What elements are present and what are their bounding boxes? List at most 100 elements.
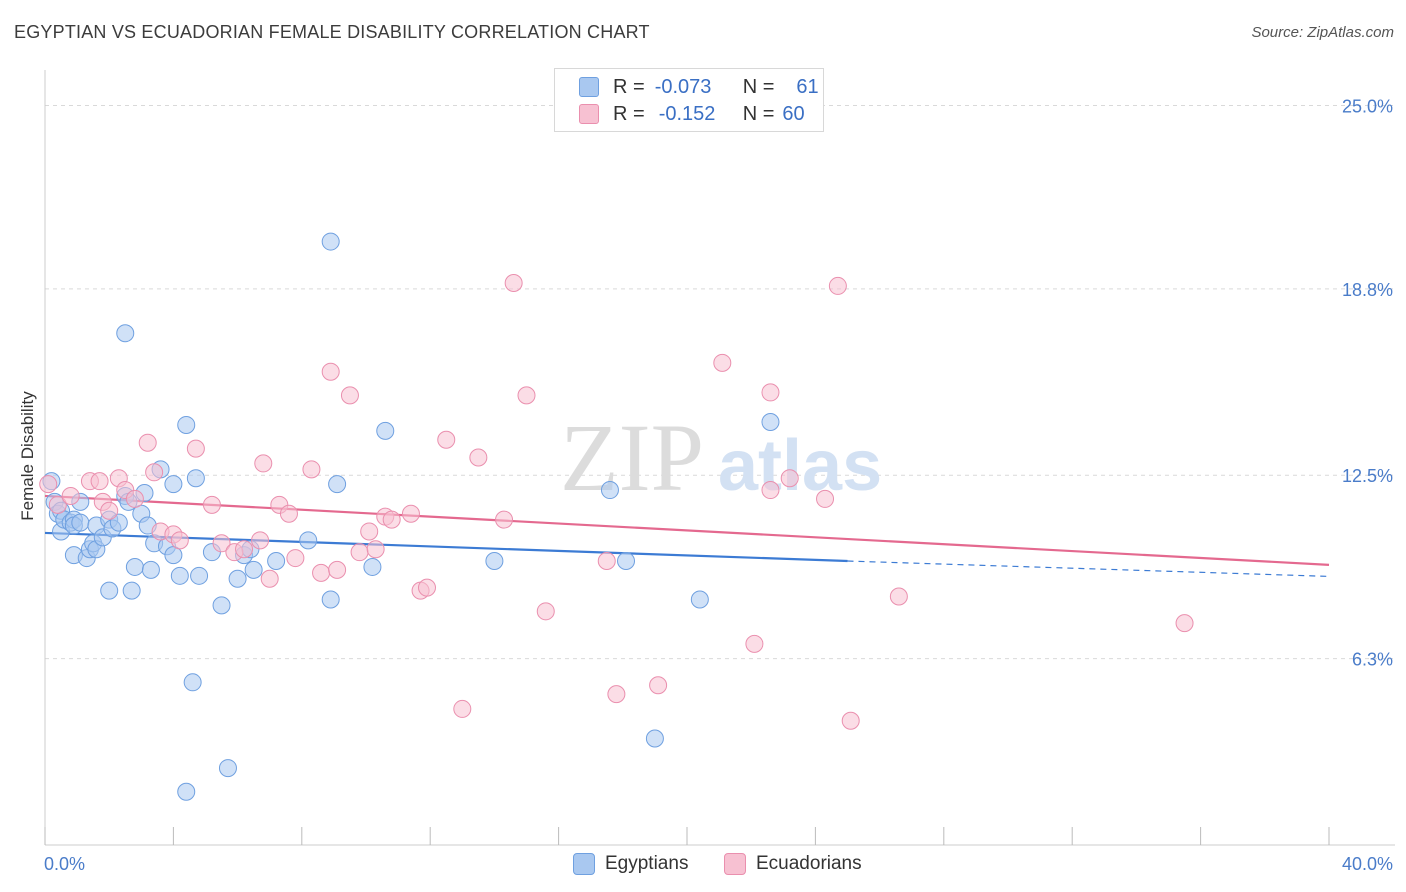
data-point [244,560,263,579]
legend-swatch-egyptians [579,77,599,97]
legend-r-label: R = [613,75,645,98]
data-point [170,531,189,550]
data-point [376,421,395,440]
data-point [469,448,488,467]
data-point [228,569,247,588]
data-point [841,711,860,730]
legend-n-label: N = [742,75,775,98]
y-tick-label: 18.8% [1342,280,1393,300]
data-point [122,581,141,600]
data-point [828,276,847,295]
data-point [761,413,780,432]
watermark-zip: ZIP [560,404,704,511]
data-point [116,324,135,343]
data-point [607,685,626,704]
data-point [437,430,456,449]
data-point [600,481,619,500]
data-point [328,475,347,494]
data-point [100,501,119,520]
data-point [504,273,523,292]
data-points [39,232,1194,801]
data-point [780,469,799,488]
data-point [761,383,780,402]
data-point [321,362,340,381]
data-point [267,552,286,571]
legend-item-egyptians[interactable]: Egyptians [573,850,688,878]
data-point [597,552,616,571]
data-point [260,569,279,588]
data-point [138,433,157,452]
data-point [125,489,144,508]
data-point [164,475,183,494]
data-point [417,578,436,597]
data-point [713,353,732,372]
data-point [350,543,369,562]
y-tick-labels: 25.0% 18.8% 12.5% 6.3% [1342,96,1393,669]
data-point [48,495,67,514]
data-point [279,504,298,523]
chart-title: EGYPTIAN VS ECUADORIAN FEMALE DISABILITY… [14,22,650,42]
data-point [328,560,347,579]
watermark: ZIP atlas [560,404,882,511]
data-point [617,552,636,571]
data-point [109,513,128,532]
x-tick-label-max: 40.0% [1342,854,1393,874]
data-point [1175,614,1194,633]
data-point [177,782,196,801]
data-point [202,495,221,514]
axes [44,70,1395,846]
data-point [299,531,318,550]
data-point [177,415,196,434]
source-label: Source: ZipAtlas.com [1251,24,1394,41]
data-point [302,460,321,479]
series-egyptians [42,232,780,801]
data-point [212,596,231,615]
data-point [39,475,58,494]
data-point [254,454,273,473]
x-tick-label-min: 0.0% [44,854,85,874]
legend-row-ecuadorians: R = -0.152 N = 60 [579,101,805,127]
y-tick-label: 12.5% [1342,466,1393,486]
data-point [453,699,472,718]
data-point [485,552,504,571]
legend-label-ecuadorians: Ecuadorians [756,853,862,874]
legend-swatch-egyptians [573,853,595,875]
data-point [186,469,205,488]
legend-label-egyptians: Egyptians [605,853,689,874]
data-point [382,510,401,529]
watermark-atlas: atlas [718,426,882,506]
data-point [145,463,164,482]
legend-n-label: N = [742,102,775,125]
data-point [90,472,109,491]
y-tick-label: 6.3% [1352,650,1393,670]
data-point [321,590,340,609]
data-point [251,531,270,550]
legend-r-value: -0.152 [658,102,716,125]
data-point [745,634,764,653]
legend-item-ecuadorians[interactable]: Ecuadorians [724,850,862,878]
data-point [218,759,237,778]
legend-n-value: 61 [796,75,819,98]
data-point [340,386,359,405]
data-point [125,557,144,576]
legend-r-label: R = [613,102,645,125]
stats-legend: R = -0.073 N = 61 R = -0.152 N = 60 [554,68,824,132]
trend-line-ecuadorians [44,494,1330,566]
data-point [816,489,835,508]
data-point [170,566,189,585]
y-tick-label: 25.0% [1342,96,1393,116]
data-point [235,540,254,559]
legend-swatch-ecuadorians [724,853,746,875]
data-point [495,510,514,529]
legend-swatch-ecuadorians [579,104,599,124]
data-point [360,522,379,541]
data-point [71,513,90,532]
data-point [517,386,536,405]
data-point [212,534,231,553]
data-point [286,549,305,568]
data-point [141,560,160,579]
data-point [100,581,119,600]
trend-line-extension [847,560,1330,578]
y-axis-label: Female Disability [18,391,37,521]
